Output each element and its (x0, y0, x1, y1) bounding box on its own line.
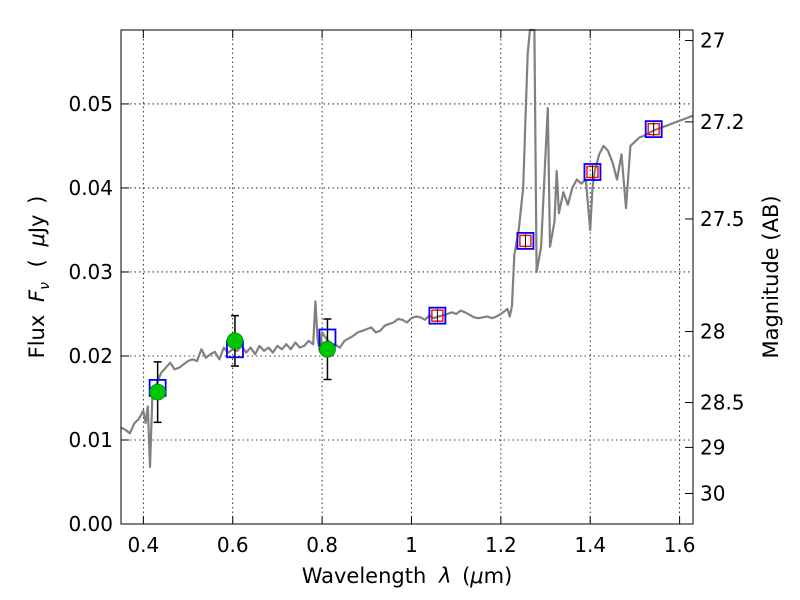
y-axis-label-prefix: Flux (25, 315, 49, 359)
magnitude-tick-label: 28.5 (700, 391, 745, 415)
model-photometry-square (428, 306, 447, 325)
y-axis-label-subscript: ν (37, 282, 53, 290)
y-tick-label: 0.05 (68, 92, 113, 116)
ground-photometry-point (319, 340, 336, 358)
y-axis-label-unit-mu: μ (25, 233, 49, 247)
x-tick-label: 0.6 (217, 533, 249, 557)
model-photometry-square (516, 231, 535, 250)
magnitude-tick-label: 30 (700, 481, 725, 505)
y-tick-label: 0.00 (68, 512, 113, 536)
x-tick-label: 1 (405, 533, 418, 557)
magnitude-tick-label: 28 (700, 320, 725, 344)
x-axis-label-unit-mu: μ (469, 564, 483, 588)
model-photometry-square (583, 163, 602, 181)
x-tick-label: 1.4 (574, 533, 606, 557)
model-photometry-square (644, 120, 663, 139)
ground-photometry-point (149, 383, 167, 401)
y-tick-label: 0.03 (68, 260, 113, 284)
x-axis-label-unit-rest: m) (484, 564, 513, 588)
spectrum-line (120, 28, 694, 468)
x-axis-label: Wavelength λ (μm) (302, 564, 513, 588)
magnitude-tick-label: 27.5 (700, 207, 745, 231)
x-tick-label: 1.6 (664, 533, 696, 557)
series-layer (120, 28, 694, 468)
magnitude-tick-label: 29 (700, 435, 725, 459)
y-tick-label: 0.04 (68, 176, 113, 200)
x-tick-label: 0.8 (306, 533, 338, 557)
y-axis-label-unit-close: ) (25, 196, 49, 204)
x-axis-label-prefix: Wavelength (302, 564, 427, 588)
y-axis-label-unit-rest: Jy (25, 215, 49, 236)
magnitude-axis-label: Magnitude (AB) (759, 195, 783, 358)
plot-frame (120, 29, 694, 525)
y-tick-label: 0.01 (68, 428, 113, 452)
x-axis-label-symbol: λ (438, 564, 451, 588)
y-axis-label: Flux Fν ( μJy ) (25, 196, 54, 359)
x-tick-label: 1.2 (485, 533, 517, 557)
magnitude-tick-label: 27.2 (700, 110, 745, 134)
x-tick-label: 0.4 (127, 533, 159, 557)
y-axis-label-unit-open: ( (25, 259, 49, 267)
y-tick-label: 0.02 (68, 344, 113, 368)
ground-photometry-point (226, 332, 244, 350)
grid (121, 30, 693, 525)
magnitude-tick-label: 27 (700, 29, 725, 53)
x-axis-label-unit-open: ( (462, 564, 470, 588)
ticks: 0.4 0.6 0.8 1 1.2 1.4 1.6 0.00 0.01 0.02 0.03 0.04 0… (68, 29, 744, 557)
y-axis-label-symbol: F (25, 289, 49, 302)
